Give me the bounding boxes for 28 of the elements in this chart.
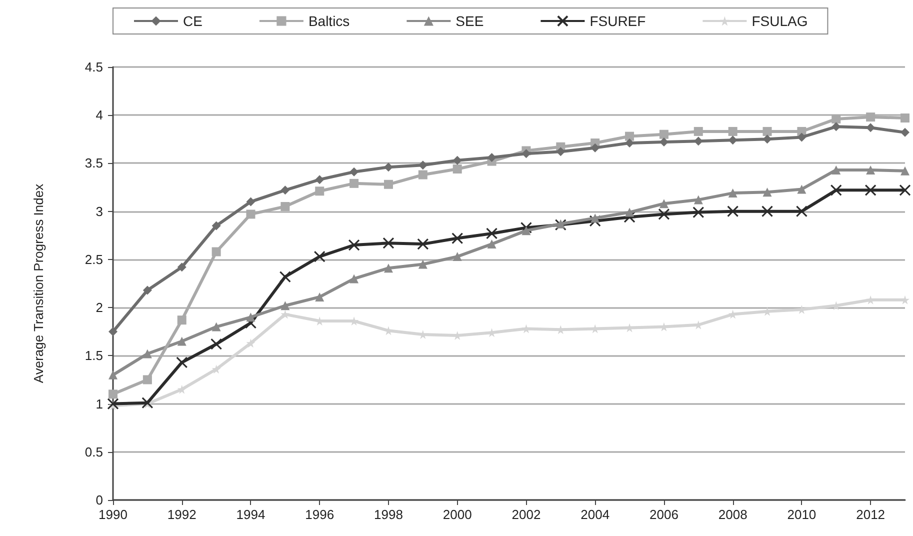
y-tick-label: 4.5 [84,60,103,74]
legend-label: FSUREF [590,13,646,29]
x-tick-label: 2008 [718,507,748,522]
x-tick-label: 2002 [512,507,541,522]
y-tick-label: 0.5 [84,444,103,460]
x-tick-label: 2004 [580,507,610,522]
y-tick-label: 1 [96,396,103,412]
x-tick-label: 1990 [98,507,128,522]
x-tick-label: 2012 [856,507,886,522]
legend-label: CE [183,13,202,29]
legend-label: Baltics [308,13,350,29]
x-tick-label: 1998 [374,507,403,522]
x-tick-label: 2000 [442,507,472,522]
x-tick-label: 1994 [236,507,266,522]
legend-label: SEE [456,13,484,29]
y-tick-label: 0 [96,492,103,508]
x-tick-label: 1992 [167,507,196,522]
y-axis-title: Average Transition Progress Index [31,183,46,384]
y-tick-label: 4 [96,108,103,123]
y-tick-label: 1.5 [84,348,103,364]
legend-label: FSULAG [752,13,808,29]
y-tick-label: 2.5 [84,252,103,267]
y-tick-label: 2 [96,300,103,316]
x-tick-label: 2006 [649,507,678,522]
y-tick-label: 3.5 [84,156,103,171]
x-tick-label: 1996 [305,507,334,522]
y-tick-label: 3 [96,204,103,219]
x-tick-label: 2010 [787,507,816,522]
